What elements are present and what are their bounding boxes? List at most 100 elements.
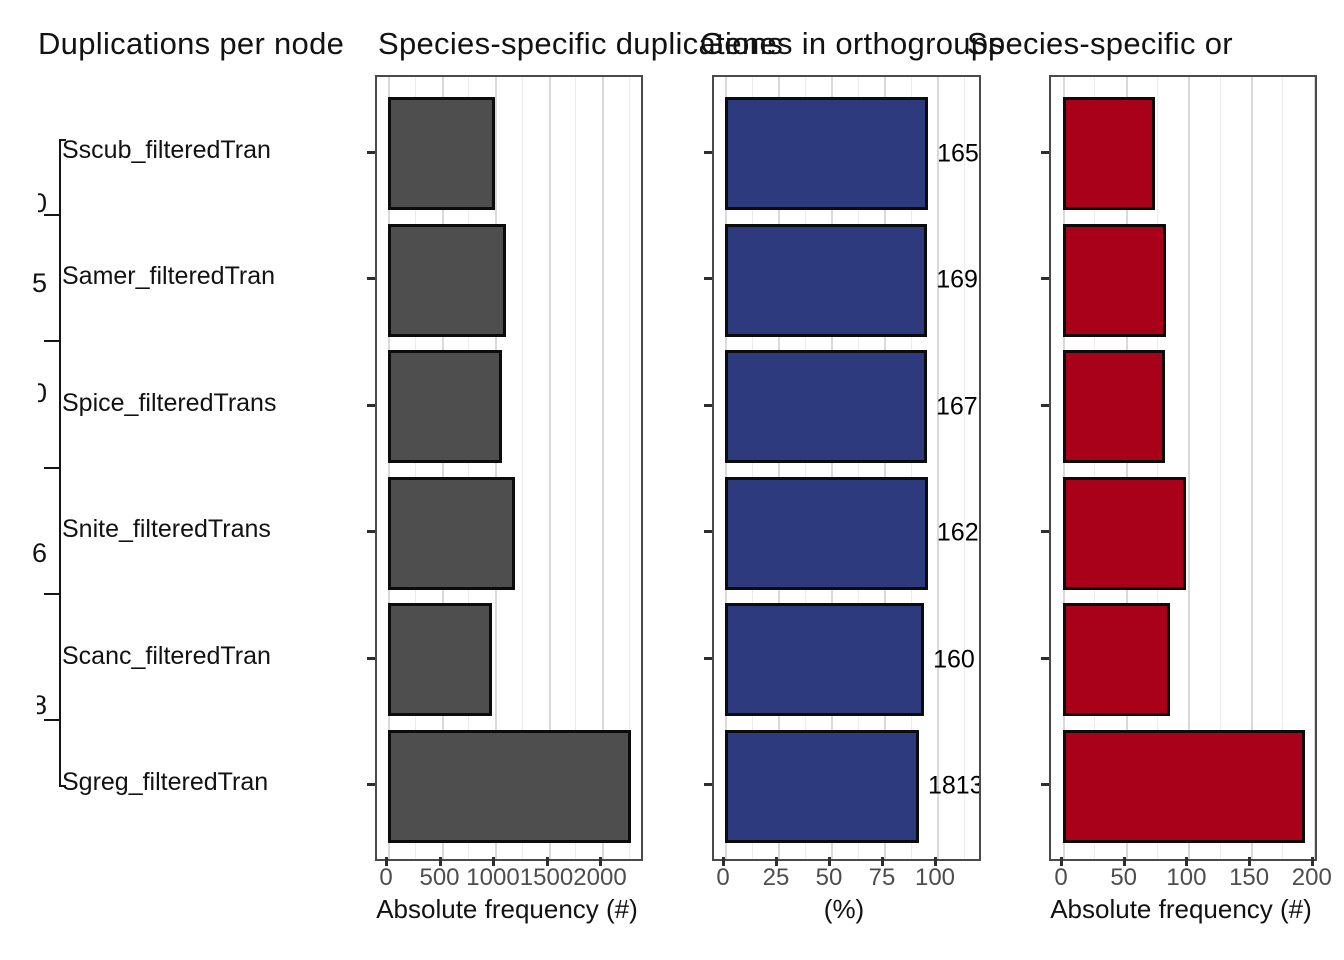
x-axis-tick: [828, 857, 831, 866]
bar-value-label: 165: [937, 139, 979, 167]
gridline-minor: [910, 77, 912, 859]
tree-branch-bottom: [59, 785, 66, 787]
x-axis-tick: [492, 857, 495, 866]
gridline-minor: [521, 77, 523, 859]
y-axis-tick: [1041, 150, 1049, 154]
bar-Samer_filteredTran: [1063, 223, 1166, 337]
gridline-minor: [1094, 77, 1096, 859]
bar-Sscub_filteredTran: [388, 97, 495, 210]
title-genes-in-orthogroups: Genes in orthogroups: [700, 26, 1005, 61]
x-axis-tick-label: 100: [914, 864, 956, 891]
bar-Samer_filteredTran: [388, 223, 507, 337]
tree-node-label-text: 0: [38, 188, 47, 218]
bar-Snite_filteredTrans: [1063, 476, 1186, 590]
x-axis-title-orthogroups: Absolute frequency (#): [1050, 894, 1312, 924]
gridline-major: [1313, 77, 1315, 859]
x-axis-tick: [1248, 857, 1252, 866]
gridline-minor: [1282, 77, 1284, 859]
gridline-major: [1125, 77, 1128, 859]
bar-Samer_filteredTran: [725, 223, 928, 337]
y-axis-tick: [367, 403, 375, 407]
bar-value-label: 167: [936, 392, 978, 420]
y-axis-tick: [367, 656, 375, 660]
gridline-major: [884, 77, 886, 859]
x-axis-tick-label: 75: [868, 864, 896, 891]
x-axis-tick-label: 200: [1291, 864, 1332, 891]
x-axis-title-duplications: Absolute frequency (#): [376, 894, 638, 924]
y-axis-tick: [1041, 530, 1049, 533]
bar-Sgreg_filteredTran: [725, 729, 919, 843]
x-axis-tick-label: 1500: [519, 864, 574, 891]
tree-branch: [44, 340, 60, 342]
bar-Spice_filteredTrans: [1063, 350, 1165, 463]
gridline-major: [495, 77, 497, 859]
gridline-minor: [804, 77, 806, 859]
tree-node-label-text: 0: [38, 378, 47, 408]
tree-node-label: 6: [33, 538, 47, 572]
gridline-major: [778, 77, 780, 859]
x-axis-tick: [545, 857, 549, 866]
y-axis-tick: [1041, 403, 1049, 407]
bar-value-label: 169: [936, 265, 978, 294]
species-tip-label: Samer_filteredTran: [62, 262, 276, 290]
y-axis-tick: [704, 530, 712, 533]
x-axis-tick: [881, 857, 884, 866]
bar-Scanc_filteredTran: [725, 603, 925, 716]
tree-branch: [44, 214, 60, 216]
bar-Snite_filteredTrans: [388, 476, 516, 590]
tree-branch: [44, 467, 60, 469]
y-axis-tick: [367, 783, 375, 786]
x-axis-tick: [1122, 857, 1126, 866]
tree-branch-top: [59, 139, 66, 141]
x-axis-tick: [599, 857, 602, 866]
gridline-major: [1251, 77, 1254, 859]
x-axis-tick: [385, 857, 388, 866]
gridline-major: [937, 77, 939, 859]
x-axis-tick: [1185, 857, 1189, 866]
bar-Sscub_filteredTran: [1063, 97, 1155, 210]
x-axis-tick-label: 50: [815, 864, 843, 891]
y-axis-tick: [704, 150, 712, 154]
bar-Scanc_filteredTran: [1063, 603, 1170, 716]
bar-value-label: 1813: [928, 771, 981, 800]
gridline-minor: [1157, 77, 1158, 859]
y-axis-tick: [1041, 656, 1049, 660]
y-axis-tick: [704, 656, 712, 660]
bar-Sgreg_filteredTran: [388, 729, 631, 843]
title-duplications-per-node: Duplications per node: [38, 26, 345, 61]
x-axis-tick-label: 0: [379, 864, 393, 891]
x-axis-tick-label: 500: [419, 864, 460, 891]
gridline-major: [1063, 77, 1065, 859]
y-axis-tick: [704, 277, 712, 280]
x-axis-tick: [1060, 857, 1063, 866]
y-axis-tick: [704, 403, 712, 407]
tree-node-label: 8: [37, 690, 47, 724]
x-axis-tick-label: 100: [1166, 864, 1207, 891]
tree-node-label: 0: [38, 378, 47, 412]
gridline-major: [831, 77, 833, 859]
gridline-minor: [857, 77, 859, 859]
gridline-minor: [1219, 77, 1221, 859]
x-axis-tick: [438, 857, 442, 866]
y-axis-tick: [367, 530, 375, 533]
panel-species-specific-duplications: [375, 75, 643, 861]
gridline-major: [548, 77, 551, 859]
x-axis-title-percent: (%): [823, 894, 865, 924]
gridline-minor: [628, 77, 630, 859]
x-axis-tick: [1310, 857, 1314, 866]
species-tip-label: Scanc_filteredTran: [62, 641, 271, 670]
tree-node-label: 0: [38, 188, 47, 222]
x-axis-tick-label: 2000: [573, 864, 627, 891]
gridline-major: [388, 77, 390, 859]
tree-node-label-text: 6: [33, 538, 47, 568]
bar-Sscub_filteredTran: [725, 97, 929, 210]
bar-Sgreg_filteredTran: [1063, 729, 1305, 843]
bar-Spice_filteredTrans: [388, 350, 502, 463]
title-species-specific-orthogroups: Species-specific or: [967, 26, 1233, 61]
y-axis-tick: [1041, 783, 1049, 786]
bar-value-label: 162: [936, 518, 979, 547]
bar-Scanc_filteredTran: [388, 603, 493, 716]
species-tip-label: Spice_filteredTrans: [62, 388, 277, 417]
tree-branch: [44, 719, 60, 721]
